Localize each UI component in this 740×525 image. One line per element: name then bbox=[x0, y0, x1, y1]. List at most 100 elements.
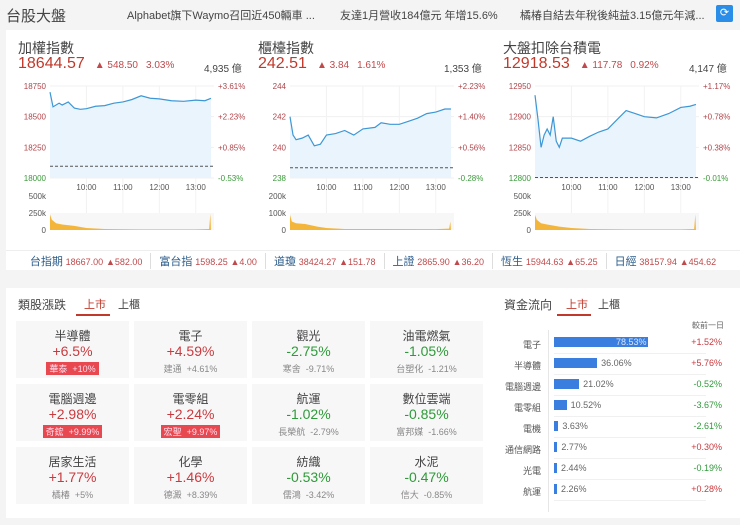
ticker-value: 1598.25 bbox=[195, 256, 228, 267]
x-tick-label: 13:00 bbox=[186, 183, 207, 192]
leading-stock[interactable]: 寒舍 -9.71% bbox=[280, 362, 338, 375]
news-headline[interactable]: Alphabet旗下Waymo召回近450輛車 ... bbox=[127, 10, 315, 22]
leading-stock[interactable]: 華泰 +10% bbox=[46, 362, 99, 375]
sector-card[interactable]: 觀光 -2.75% 寒舍 -9.71% bbox=[252, 321, 365, 378]
ticker-item[interactable]: 上證 2865.90 ▲36.20 bbox=[385, 252, 494, 269]
sector-name: 觀光 bbox=[296, 329, 321, 343]
index-change-pct: 0.92% bbox=[630, 60, 659, 71]
sector-card[interactable]: 半導體 +6.5% 華泰 +10% bbox=[16, 321, 129, 378]
y-tick-label: 18500 bbox=[24, 113, 47, 122]
volume-tick-label: 0 bbox=[282, 226, 287, 235]
leading-stock[interactable]: 建通 +4.61% bbox=[161, 362, 221, 375]
sector-card[interactable]: 航運 -1.02% 長榮航 -2.79% bbox=[252, 384, 365, 441]
stock-name: 信大 bbox=[400, 490, 419, 500]
sector-card[interactable]: 化學 +1.46% 德澱 +8.39% bbox=[134, 447, 247, 504]
x-tick-label: 11:00 bbox=[353, 183, 373, 192]
leading-stock[interactable]: 儒鴻 -3.42% bbox=[280, 488, 338, 501]
page-title: 台股大盤 bbox=[6, 8, 67, 25]
fund-flow-row[interactable]: 通信網路 2.77% +0.30% bbox=[486, 438, 736, 459]
intraday-chart: 18750 +3.61% 18500 +2.23% 18250 +0.85% 18000 -0… bbox=[24, 82, 246, 235]
sector-card[interactable]: 油電燃氣 -1.05% 台塑化 -1.21% bbox=[370, 321, 483, 378]
tab-listed[interactable]: 上市 bbox=[84, 299, 106, 311]
pct-tick-label: -0.01% bbox=[703, 174, 728, 183]
flow-delta: -0.52% bbox=[693, 379, 722, 389]
y-tick-label: 12900 bbox=[509, 113, 532, 122]
leading-stock[interactable]: 富邦媒 -1.66% bbox=[393, 425, 460, 438]
tab-flow-otc[interactable]: 上櫃 bbox=[598, 299, 620, 311]
sector-card[interactable]: 數位雲端 -0.85% 富邦媒 -1.66% bbox=[370, 384, 483, 441]
fund-flow-row[interactable]: 航運 2.26% +0.28% bbox=[486, 480, 736, 501]
tab-otc[interactable]: 上櫃 bbox=[118, 299, 140, 311]
flow-sector-name: 電零組 bbox=[513, 403, 541, 413]
flow-bar bbox=[554, 379, 580, 389]
stock-change: -1.66% bbox=[428, 427, 457, 437]
ticker-item[interactable]: 恆生 15944.63 ▲65.25 bbox=[493, 252, 607, 269]
flow-share: 3.63% bbox=[562, 421, 588, 431]
leading-stock[interactable]: 長榮航 -2.79% bbox=[275, 425, 342, 438]
index-price: 18644.57 bbox=[18, 55, 85, 72]
trade-amount: 4,935 億 bbox=[204, 64, 242, 75]
news-headline[interactable]: 橘椿自結去年稅後純益3.15億元年減... bbox=[520, 10, 705, 22]
leading-stock[interactable]: 德澱 +8.39% bbox=[161, 488, 221, 501]
ticker-name: 上證 bbox=[392, 255, 415, 268]
leading-stock[interactable]: 台塑化 -1.21% bbox=[393, 362, 460, 375]
stock-change: -0.85% bbox=[423, 490, 453, 500]
sector-change: +2.24% bbox=[166, 406, 215, 422]
stock-name: 儒鴻 bbox=[282, 490, 301, 500]
sector-name: 電子 bbox=[178, 329, 203, 343]
refresh-icon[interactable]: ⟳ bbox=[716, 5, 733, 22]
x-tick-label: 10:00 bbox=[76, 183, 97, 192]
index-change: ▲ 548.50 bbox=[94, 60, 138, 71]
active-tab-indicator bbox=[557, 314, 591, 316]
flow-bar bbox=[554, 358, 598, 368]
market-ticker: 台指期 18667.00 ▲582.00 富台指 1598.25 ▲4.00 道瓊 … bbox=[6, 250, 740, 269]
index-panel[interactable]: 加權指數 18644.57 ▲ 548.50 3.03% 4,935 億 1875… bbox=[6, 30, 256, 245]
stock-change: +5% bbox=[74, 490, 94, 500]
leading-stock[interactable]: 橘椿 +5% bbox=[49, 488, 96, 501]
sector-change: +4.59% bbox=[166, 343, 215, 359]
fund-flow-row[interactable]: 光電 2.44% -0.19% bbox=[486, 459, 736, 480]
volume-tick-label: 0 bbox=[42, 226, 47, 235]
x-tick-label: 10:00 bbox=[316, 183, 337, 192]
sector-card[interactable]: 電零組 +2.24% 宏聖 +9.97% bbox=[134, 384, 247, 441]
flow-delta: +5.76% bbox=[691, 358, 722, 368]
volume-bars bbox=[535, 214, 696, 230]
intraday-chart: 244 +2.23% 242 +1.40% 240 +0.56% 238 -0.28% 10:0… bbox=[269, 82, 486, 235]
price-line bbox=[534, 95, 697, 149]
leading-stock[interactable]: 宏聖 +9.97% bbox=[160, 425, 221, 438]
sector-name: 居家生活 bbox=[48, 455, 97, 469]
index-panel[interactable]: 櫃檯指數 242.51 ▲ 3.84 1.61% 1,353 億 244 +2.23… bbox=[246, 30, 496, 245]
sector-card[interactable]: 電子 +4.59% 建通 +4.61% bbox=[134, 321, 247, 378]
pct-tick-label: +0.38% bbox=[703, 143, 730, 152]
x-tick-label: 12:00 bbox=[389, 183, 410, 192]
fund-flow-row[interactable]: 電機 3.63% -2.61% bbox=[486, 417, 736, 438]
fund-flow-row[interactable]: 半導體 36.06% +5.76% bbox=[486, 354, 736, 375]
ticker-item[interactable]: 富台指 1598.25 ▲4.00 bbox=[151, 252, 266, 269]
sector-card[interactable]: 居家生活 +1.77% 橘椿 +5% bbox=[16, 447, 129, 504]
leading-stock[interactable]: 奇鋐 +9.99% bbox=[42, 425, 103, 438]
sector-card[interactable]: 水泥 -0.47% 信大 -0.85% bbox=[370, 447, 483, 504]
fund-flow-row[interactable]: 電腦週邊 21.02% -0.52% bbox=[486, 375, 736, 396]
news-headline[interactable]: 友達1月營收184億元 年增15.6% bbox=[340, 10, 498, 22]
ticker-value: 2865.90 bbox=[417, 256, 450, 267]
sector-name: 紡織 bbox=[296, 455, 321, 469]
stock-change: +9.97% bbox=[186, 427, 218, 437]
fund-flow-row[interactable]: 電零組 10.52% -3.67% bbox=[486, 396, 736, 417]
ticker-item[interactable]: 道瓊 38424.27 ▲151.78 bbox=[266, 252, 385, 269]
y-tick-label: 242 bbox=[273, 113, 287, 122]
leading-stock[interactable]: 信大 -0.85% bbox=[398, 488, 456, 501]
ticker-change: ▲36.20 bbox=[452, 256, 485, 267]
flow-sector-name: 電腦週邊 bbox=[504, 382, 541, 392]
y-tick-label: 238 bbox=[273, 174, 287, 183]
fund-flow-row[interactable]: 電子 78.53% +1.52% bbox=[486, 333, 736, 354]
sector-card[interactable]: 紡織 -0.53% 儒鴻 -3.42% bbox=[252, 447, 365, 504]
volume-tick-label: 500k bbox=[514, 192, 532, 201]
sector-card[interactable]: 電腦週邊 +2.98% 奇鋐 +9.99% bbox=[16, 384, 129, 441]
y-tick-label: 244 bbox=[273, 82, 287, 91]
ticker-item[interactable]: 日經 38157.94 ▲454.62 bbox=[607, 253, 725, 269]
tab-flow-listed[interactable]: 上市 bbox=[566, 299, 588, 311]
index-panel[interactable]: 大盤扣除台積電 12918.53 ▲ 117.78 0.92% 4,147 億 1… bbox=[491, 30, 740, 245]
ticker-name: 富台指 bbox=[159, 255, 193, 268]
ticker-item[interactable]: 台指期 18667.00 ▲582.00 bbox=[22, 252, 152, 269]
y-tick-label: 12950 bbox=[509, 82, 532, 91]
